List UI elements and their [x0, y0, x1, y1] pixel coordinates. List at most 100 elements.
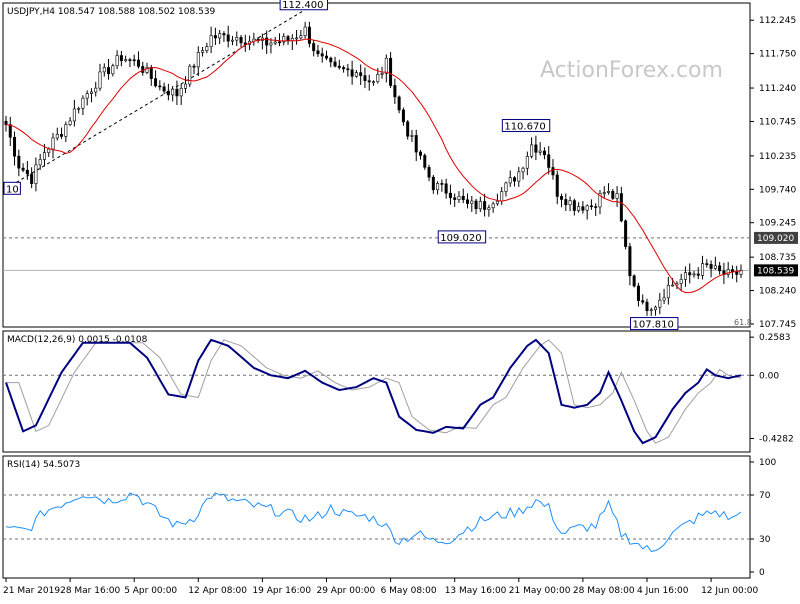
candle-body — [312, 43, 316, 52]
candle-body — [466, 199, 470, 204]
candle-body — [705, 263, 709, 265]
candle-body — [739, 270, 743, 275]
candle-body — [393, 85, 397, 98]
candle-body — [671, 284, 675, 287]
price-y-tick-label: 112.245 — [759, 16, 796, 26]
macd-signal-line — [6, 339, 742, 444]
candle-body — [316, 50, 320, 55]
candle-body — [654, 306, 658, 311]
candle-body — [89, 91, 93, 94]
candle-body — [679, 278, 683, 284]
candle-body — [440, 183, 444, 185]
candle-body — [598, 193, 602, 208]
price-annotation-box — [630, 317, 679, 331]
candle-body — [77, 108, 81, 110]
candle-body — [354, 72, 358, 77]
candle-body — [431, 176, 435, 191]
panel-frame-1 — [2, 2, 751, 328]
candle-body — [218, 33, 222, 39]
candle-body — [183, 83, 187, 89]
candle-body — [384, 57, 388, 74]
candle-body — [448, 192, 452, 199]
candle-body — [30, 173, 34, 184]
candle-body — [136, 59, 140, 67]
candle-body — [709, 263, 713, 269]
candle-body — [269, 42, 273, 46]
candle-body — [427, 167, 431, 178]
price-y-tick-label: 109.245 — [759, 219, 796, 229]
candle-body — [577, 206, 581, 211]
candle-body — [175, 88, 179, 97]
price-y-tick-label: 108.735 — [759, 253, 796, 263]
candle-body — [25, 169, 29, 175]
price-annotation-box — [3, 181, 21, 195]
candle-body — [444, 183, 448, 194]
candle-body — [154, 78, 158, 87]
candle-body — [42, 152, 46, 160]
candle-body — [188, 65, 192, 85]
candle-body — [34, 164, 38, 184]
candle-body — [491, 203, 495, 209]
candle-body — [551, 167, 555, 176]
price-annotation-box — [437, 230, 487, 244]
candle-body — [504, 182, 508, 192]
candle-body — [359, 72, 363, 76]
candle-body — [329, 57, 333, 63]
candle-body — [235, 37, 239, 41]
price-badge-label: 108.539 — [757, 266, 794, 276]
candle-body — [162, 86, 166, 92]
candle-body — [419, 151, 423, 156]
candle-body — [645, 301, 649, 311]
candle-body — [21, 167, 25, 171]
symbol-header: USDJPY,H4 108.547 108.588 108.502 108.53… — [7, 7, 216, 17]
rsi-y-tick-label: 70 — [759, 491, 771, 501]
candle-body — [192, 65, 196, 68]
x-axis-tick-label: 21 Mar 2019 — [3, 586, 60, 596]
candle-body — [730, 269, 734, 272]
candle-body — [282, 36, 286, 43]
candle-body — [132, 59, 136, 62]
candle-body — [423, 155, 427, 168]
candle-body — [662, 297, 666, 301]
candle-body — [521, 167, 525, 173]
candle-body — [72, 108, 76, 122]
price-badge — [754, 231, 798, 244]
candle-body — [115, 55, 119, 67]
candle-body — [568, 200, 572, 206]
rsi-line — [5, 492, 742, 552]
candle-body — [81, 97, 85, 109]
candle-body — [124, 59, 128, 62]
candle-body — [230, 39, 234, 42]
candle-body — [718, 265, 722, 272]
candle-body — [209, 35, 213, 48]
candle-body — [478, 201, 482, 210]
x-axis-tick-label: 28 May 08:00 — [573, 586, 635, 596]
price-y-tick-label: 110.235 — [759, 152, 796, 162]
price-badge — [754, 264, 798, 277]
candle-body — [196, 52, 200, 68]
candle-body — [102, 67, 106, 73]
candle-body — [542, 150, 546, 156]
trendline-dashed — [5, 9, 306, 190]
x-axis-tick-label: 12 Apr 08:00 — [188, 586, 247, 596]
price-y-tick-label: 111.750 — [759, 50, 796, 60]
candle-body — [51, 137, 55, 150]
candle-body — [389, 57, 393, 86]
candle-body — [85, 93, 89, 99]
candle-body — [222, 33, 226, 36]
candle-body — [397, 96, 401, 111]
candle-body — [307, 26, 311, 44]
candle-body — [589, 205, 593, 208]
x-axis-tick-label: 21 May 00:00 — [509, 586, 571, 596]
candle-body — [461, 195, 465, 201]
fib-level-label: 61.8 — [734, 318, 752, 327]
candle-body — [632, 275, 636, 287]
panel-frame-2 — [2, 330, 751, 453]
candle-body — [94, 87, 98, 93]
candle-body — [320, 53, 324, 57]
candle-body — [538, 150, 542, 153]
price-y-tick-label: 111.240 — [759, 84, 796, 94]
candle-body — [119, 55, 123, 62]
candle-body — [470, 200, 474, 204]
candle-body — [414, 135, 418, 153]
